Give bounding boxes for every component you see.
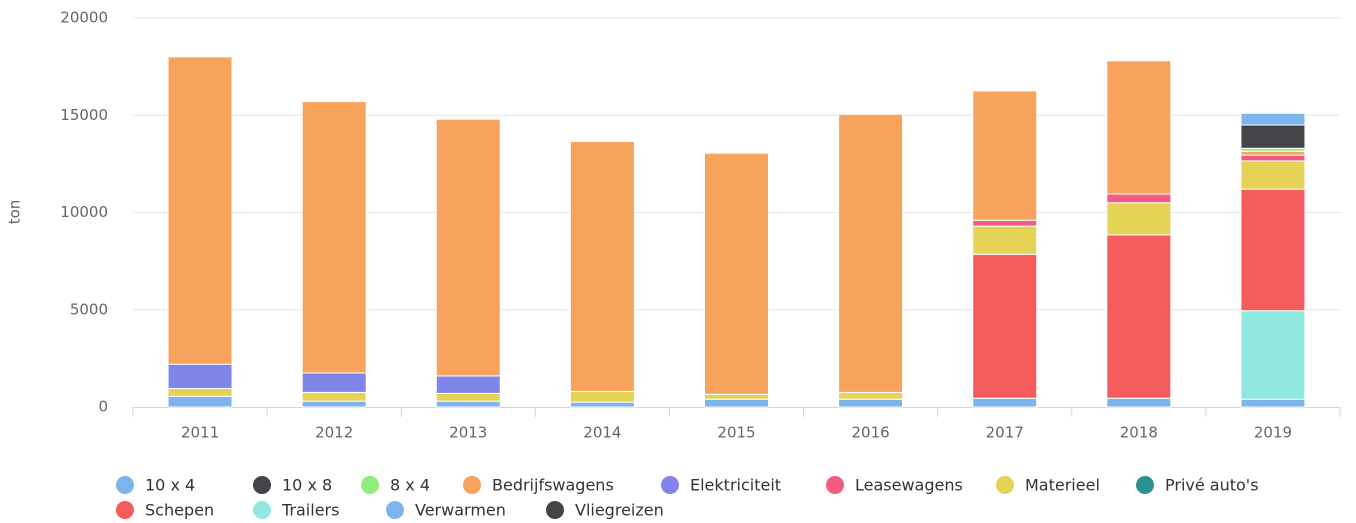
bar-segment bbox=[435, 375, 501, 394]
y-tick-label: 5000 bbox=[70, 300, 108, 318]
bar-segment bbox=[167, 388, 233, 397]
legend-label[interactable]: Verwarmen bbox=[415, 501, 506, 520]
bar-segment bbox=[972, 219, 1038, 227]
bar-segment bbox=[704, 152, 769, 395]
bar-segment bbox=[838, 398, 904, 408]
legend-label[interactable]: Bedrijfswagens bbox=[492, 476, 614, 495]
bar-segment bbox=[569, 141, 635, 392]
y-tick-label: 0 bbox=[98, 398, 108, 416]
bar-segment bbox=[167, 363, 233, 390]
x-tick-label: 2017 bbox=[986, 424, 1024, 442]
x-tick-label: 2014 bbox=[583, 424, 621, 442]
legend-label[interactable]: Materieel bbox=[1025, 476, 1100, 495]
legend-label[interactable]: 10 x 8 bbox=[282, 476, 332, 495]
x-tick-label: 2013 bbox=[449, 424, 487, 442]
bar-segment bbox=[972, 397, 1038, 408]
x-tick-label: 2016 bbox=[852, 424, 890, 442]
legend-marker[interactable] bbox=[116, 476, 134, 494]
bar-segment bbox=[838, 113, 904, 393]
legend-label[interactable]: 8 x 4 bbox=[390, 476, 430, 495]
legend-label[interactable]: Schepen bbox=[145, 501, 214, 520]
legend-marker[interactable] bbox=[253, 476, 271, 494]
bar-segment bbox=[1240, 124, 1306, 149]
bar-segment bbox=[167, 56, 233, 365]
legend-marker[interactable] bbox=[546, 501, 564, 519]
bar-segment bbox=[435, 118, 501, 377]
bar-segment bbox=[1240, 160, 1306, 190]
legend-marker[interactable] bbox=[253, 501, 271, 519]
legend-label[interactable]: Elektriciteit bbox=[690, 476, 781, 495]
bar-segment bbox=[435, 400, 501, 408]
bar-segment bbox=[972, 253, 1038, 399]
y-axis-label: ton bbox=[6, 200, 24, 225]
legend-marker[interactable] bbox=[826, 476, 844, 494]
bar-segment bbox=[1240, 112, 1306, 126]
bar-segment bbox=[704, 398, 769, 408]
legend-label[interactable]: Trailers bbox=[281, 501, 339, 520]
legend-label[interactable]: Privé auto's bbox=[1165, 476, 1259, 495]
bar-segment bbox=[1106, 202, 1172, 236]
bar-segment bbox=[838, 391, 904, 400]
bar-segment bbox=[301, 400, 367, 408]
bar-segment bbox=[1240, 150, 1306, 156]
bar-segment bbox=[704, 393, 769, 400]
bar-segment bbox=[569, 401, 635, 408]
legend-label[interactable]: Vliegreizen bbox=[575, 501, 664, 520]
bar-segment bbox=[167, 395, 233, 408]
bar-segment bbox=[1106, 234, 1172, 399]
bar-segment bbox=[972, 225, 1038, 255]
bar-segment bbox=[1240, 398, 1306, 408]
bar-segment bbox=[569, 390, 635, 403]
bar-segment bbox=[1106, 397, 1172, 408]
legend-marker[interactable] bbox=[463, 476, 481, 494]
x-tick-label: 2018 bbox=[1120, 424, 1158, 442]
x-tick-label: 2019 bbox=[1254, 424, 1292, 442]
bar-segment bbox=[301, 391, 367, 402]
y-tick-label: 10000 bbox=[60, 203, 108, 221]
y-tick-label: 20000 bbox=[60, 9, 108, 27]
y-tick-label: 15000 bbox=[60, 106, 108, 124]
bar-segment bbox=[1106, 193, 1172, 204]
legend-marker[interactable] bbox=[116, 501, 134, 519]
bar-segment bbox=[972, 90, 1038, 221]
bar-segment bbox=[301, 372, 367, 393]
bar-segment bbox=[301, 101, 367, 374]
legend-label[interactable]: Leasewagens bbox=[855, 476, 963, 495]
legend-marker[interactable] bbox=[996, 476, 1014, 494]
x-tick-label: 2012 bbox=[315, 424, 353, 442]
legend-marker[interactable] bbox=[361, 476, 379, 494]
bar-segment bbox=[435, 392, 501, 402]
legend-marker[interactable] bbox=[661, 476, 679, 494]
bar-segment bbox=[1240, 310, 1306, 400]
bar-segment bbox=[1106, 60, 1172, 195]
bar-segment bbox=[1240, 154, 1306, 162]
x-tick-label: 2011 bbox=[181, 424, 219, 442]
bar-segment bbox=[1240, 188, 1306, 312]
legend-marker[interactable] bbox=[386, 501, 404, 519]
legend-label[interactable]: 10 x 4 bbox=[145, 476, 195, 495]
legend-marker[interactable] bbox=[1136, 476, 1154, 494]
x-tick-label: 2015 bbox=[717, 424, 755, 442]
